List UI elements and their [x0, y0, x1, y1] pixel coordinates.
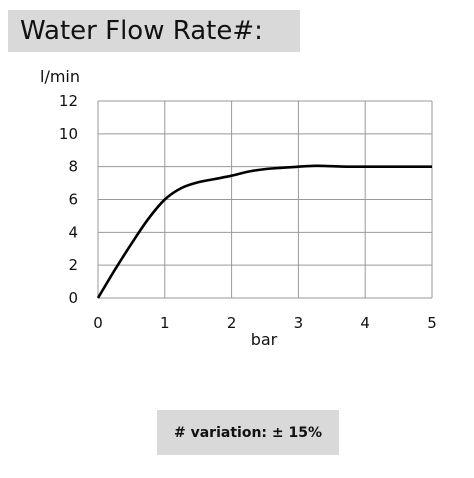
x-tick-label: 5 [427, 314, 437, 332]
y-tick-label: 12 [59, 92, 78, 110]
y-axis-label: l/min [40, 67, 80, 86]
y-tick-label: 6 [68, 191, 78, 209]
y-tick-label: 4 [68, 223, 78, 241]
x-axis-ticks: 0 1 2 3 4 5 [93, 314, 437, 332]
x-tick-label: 1 [160, 314, 170, 332]
x-tick-label: 3 [294, 314, 304, 332]
y-tick-label: 2 [68, 256, 78, 274]
series-line [96, 164, 432, 299]
y-axis-ticks: 0 2 4 6 8 10 12 [59, 92, 78, 307]
chart-grid [97, 100, 433, 299]
x-tick-label: 0 [93, 314, 103, 332]
variation-note: # variation: ± 15% [157, 410, 339, 455]
y-tick-label: 8 [68, 158, 78, 176]
chart-title: Water Flow Rate#: [8, 10, 300, 52]
y-tick-label: 0 [68, 289, 78, 307]
x-tick-label: 4 [360, 314, 370, 332]
x-tick-label: 2 [227, 314, 237, 332]
y-tick-label: 10 [59, 125, 78, 143]
x-axis-label: bar [251, 330, 278, 349]
